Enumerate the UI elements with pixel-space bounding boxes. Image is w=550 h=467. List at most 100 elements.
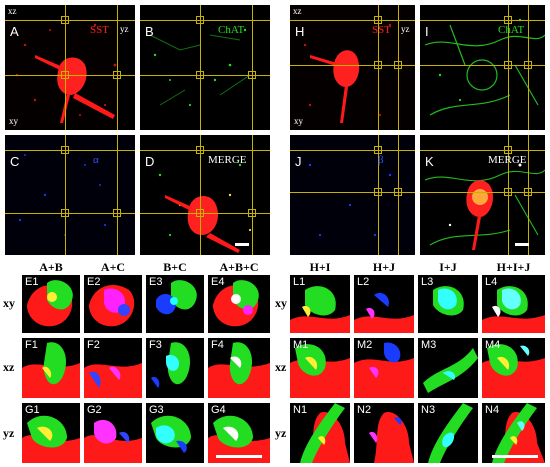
plane-label-yz: yz bbox=[120, 24, 129, 34]
tile-f1: F1 bbox=[22, 338, 80, 398]
tile-label: F2 bbox=[87, 339, 100, 351]
panel-a: xz A SST yz xy bbox=[5, 5, 135, 130]
row-head-xz-right: xz bbox=[275, 360, 287, 374]
panel-label-c: C bbox=[10, 154, 20, 169]
channel-label-sst-right: SST bbox=[372, 24, 391, 36]
tile-g3: G3 bbox=[146, 403, 204, 463]
tile-label: L4 bbox=[485, 276, 498, 288]
tile-label: G3 bbox=[149, 404, 164, 416]
tile-label: E4 bbox=[211, 276, 225, 288]
xz-strip bbox=[5, 5, 135, 20]
tile-label: N4 bbox=[485, 404, 500, 416]
tile-label: E2 bbox=[87, 276, 101, 288]
column-head-hj: H+J bbox=[372, 260, 396, 274]
tile-e2: E2 bbox=[84, 275, 142, 333]
tile-n1: N1 bbox=[290, 403, 350, 463]
tile-e1: E1 bbox=[22, 275, 80, 333]
panel-b: B ChAT bbox=[140, 5, 270, 130]
panel-label-k: K bbox=[425, 154, 434, 169]
channel-label-chat-right: ChAT bbox=[498, 24, 525, 36]
plane-label-xy-right: xy bbox=[294, 116, 303, 126]
panel-b-image bbox=[140, 5, 270, 130]
panel-label-j: J bbox=[295, 154, 302, 169]
panel-label-d: D bbox=[145, 154, 155, 169]
tile-m1: M1 bbox=[290, 338, 350, 398]
panel-k-image bbox=[420, 135, 545, 255]
tile-label: L2 bbox=[357, 276, 370, 288]
panel-label-h: H bbox=[295, 24, 305, 39]
tile-e4: E4 bbox=[208, 275, 270, 333]
tile-label: F1 bbox=[25, 339, 38, 351]
column-head-abc: A+B+C bbox=[219, 260, 259, 274]
panel-d: D MERGE bbox=[140, 135, 270, 255]
plane-label-yz-right: yz bbox=[401, 24, 410, 34]
tile-label: N2 bbox=[357, 404, 372, 416]
tile-label: M2 bbox=[357, 339, 373, 351]
row-head-yz-right: yz bbox=[275, 426, 287, 440]
column-head-bc: B+C bbox=[163, 260, 187, 274]
column-head-hij: H+I+J bbox=[496, 260, 531, 274]
channel-label-beta: β bbox=[378, 154, 384, 166]
panel-label-a: A bbox=[10, 24, 19, 39]
panel-label-b: B bbox=[145, 24, 154, 39]
tile-label: L1 bbox=[293, 276, 306, 288]
tile-label: E3 bbox=[149, 276, 163, 288]
tile-label: N1 bbox=[293, 404, 308, 416]
channel-label-chat: ChAT bbox=[218, 24, 245, 36]
crosshair-h bbox=[5, 75, 135, 76]
panel-d-image bbox=[140, 135, 270, 255]
panel-a-image bbox=[5, 5, 135, 130]
row-head-xy-right: xy bbox=[275, 296, 287, 310]
column-head-ab: A+B bbox=[39, 260, 63, 274]
panel-h: xz H SST yz xy bbox=[290, 5, 415, 130]
plane-label-xz: xz bbox=[8, 6, 17, 16]
tile-label: M4 bbox=[485, 339, 501, 351]
row-head-xy: xy bbox=[3, 296, 15, 310]
panel-i: I ChAT bbox=[420, 5, 545, 130]
tile-label: G2 bbox=[87, 404, 102, 416]
tile-l1: L1 bbox=[290, 275, 350, 333]
tile-m2: M2 bbox=[354, 338, 414, 398]
tile-label: L3 bbox=[421, 276, 434, 288]
channel-label-sst: SST bbox=[90, 24, 109, 36]
panel-j: J β bbox=[290, 135, 415, 255]
scale-bar-right bbox=[515, 243, 529, 246]
tile-label: G4 bbox=[211, 404, 226, 416]
tile-l3: L3 bbox=[418, 275, 478, 333]
row-head-xz: xz bbox=[3, 360, 15, 374]
tile-label: G1 bbox=[25, 404, 40, 416]
plane-label-xy: xy bbox=[9, 116, 18, 126]
tile-e3: E3 bbox=[146, 275, 204, 333]
tile-label: F3 bbox=[149, 339, 162, 351]
row-head-yz: yz bbox=[3, 426, 15, 440]
panel-k: K MERGE bbox=[420, 135, 545, 255]
plane-label-xz-right: xz bbox=[293, 6, 302, 16]
panel-c: C α bbox=[5, 135, 135, 255]
tile-n3: N3 bbox=[418, 403, 478, 463]
tile-m4: M4 bbox=[482, 338, 545, 398]
scale-bar bbox=[235, 243, 249, 246]
tile-l2: L2 bbox=[354, 275, 414, 333]
column-head-hi: H+I bbox=[309, 260, 331, 274]
column-head-ij: I+J bbox=[439, 260, 457, 274]
tile-l4: L4 bbox=[482, 275, 545, 333]
channel-label-alpha: α bbox=[93, 154, 99, 166]
tile-g4: G4 bbox=[208, 403, 270, 463]
tile-g2: G2 bbox=[84, 403, 142, 463]
tile-label: E1 bbox=[25, 276, 39, 288]
tile-label: M3 bbox=[421, 339, 437, 351]
column-head-ac: A+C bbox=[100, 260, 126, 274]
tile-m3: M3 bbox=[418, 338, 478, 398]
tile-f3: F3 bbox=[146, 338, 204, 398]
tile-n2: N2 bbox=[354, 403, 414, 463]
tile-label: M1 bbox=[293, 339, 309, 351]
scale-bar-tiles-right bbox=[492, 455, 538, 458]
tile-n4: N4 bbox=[482, 403, 545, 463]
crosshair-v bbox=[65, 5, 66, 130]
yz-strip bbox=[117, 5, 135, 130]
tile-f4: F4 bbox=[208, 338, 270, 398]
tile-label: N3 bbox=[421, 404, 436, 416]
scale-bar-tiles-left bbox=[216, 455, 262, 458]
tile-g1: G1 bbox=[22, 403, 80, 463]
